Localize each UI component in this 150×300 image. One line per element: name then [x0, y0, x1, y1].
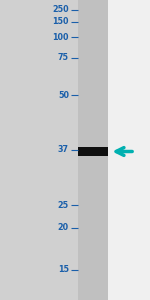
Bar: [78, 0, 108, 300]
Text: 100: 100: [52, 32, 69, 41]
Text: 20: 20: [58, 224, 69, 232]
Text: 15: 15: [58, 266, 69, 274]
Bar: [108, 0, 150, 300]
Bar: [78, 147, 108, 156]
Text: 250: 250: [52, 5, 69, 14]
Text: 25: 25: [58, 200, 69, 209]
Text: 50: 50: [58, 91, 69, 100]
Text: 75: 75: [58, 53, 69, 62]
Text: 150: 150: [52, 17, 69, 26]
Text: 37: 37: [58, 146, 69, 154]
